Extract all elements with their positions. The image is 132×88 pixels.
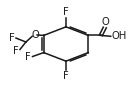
Text: F: F [9,33,14,43]
Text: F: F [25,52,31,62]
Text: OH: OH [111,31,127,41]
Text: F: F [13,46,19,56]
Text: F: F [63,71,69,81]
Text: O: O [102,17,109,27]
Text: F: F [63,7,69,17]
Text: O: O [31,30,39,40]
